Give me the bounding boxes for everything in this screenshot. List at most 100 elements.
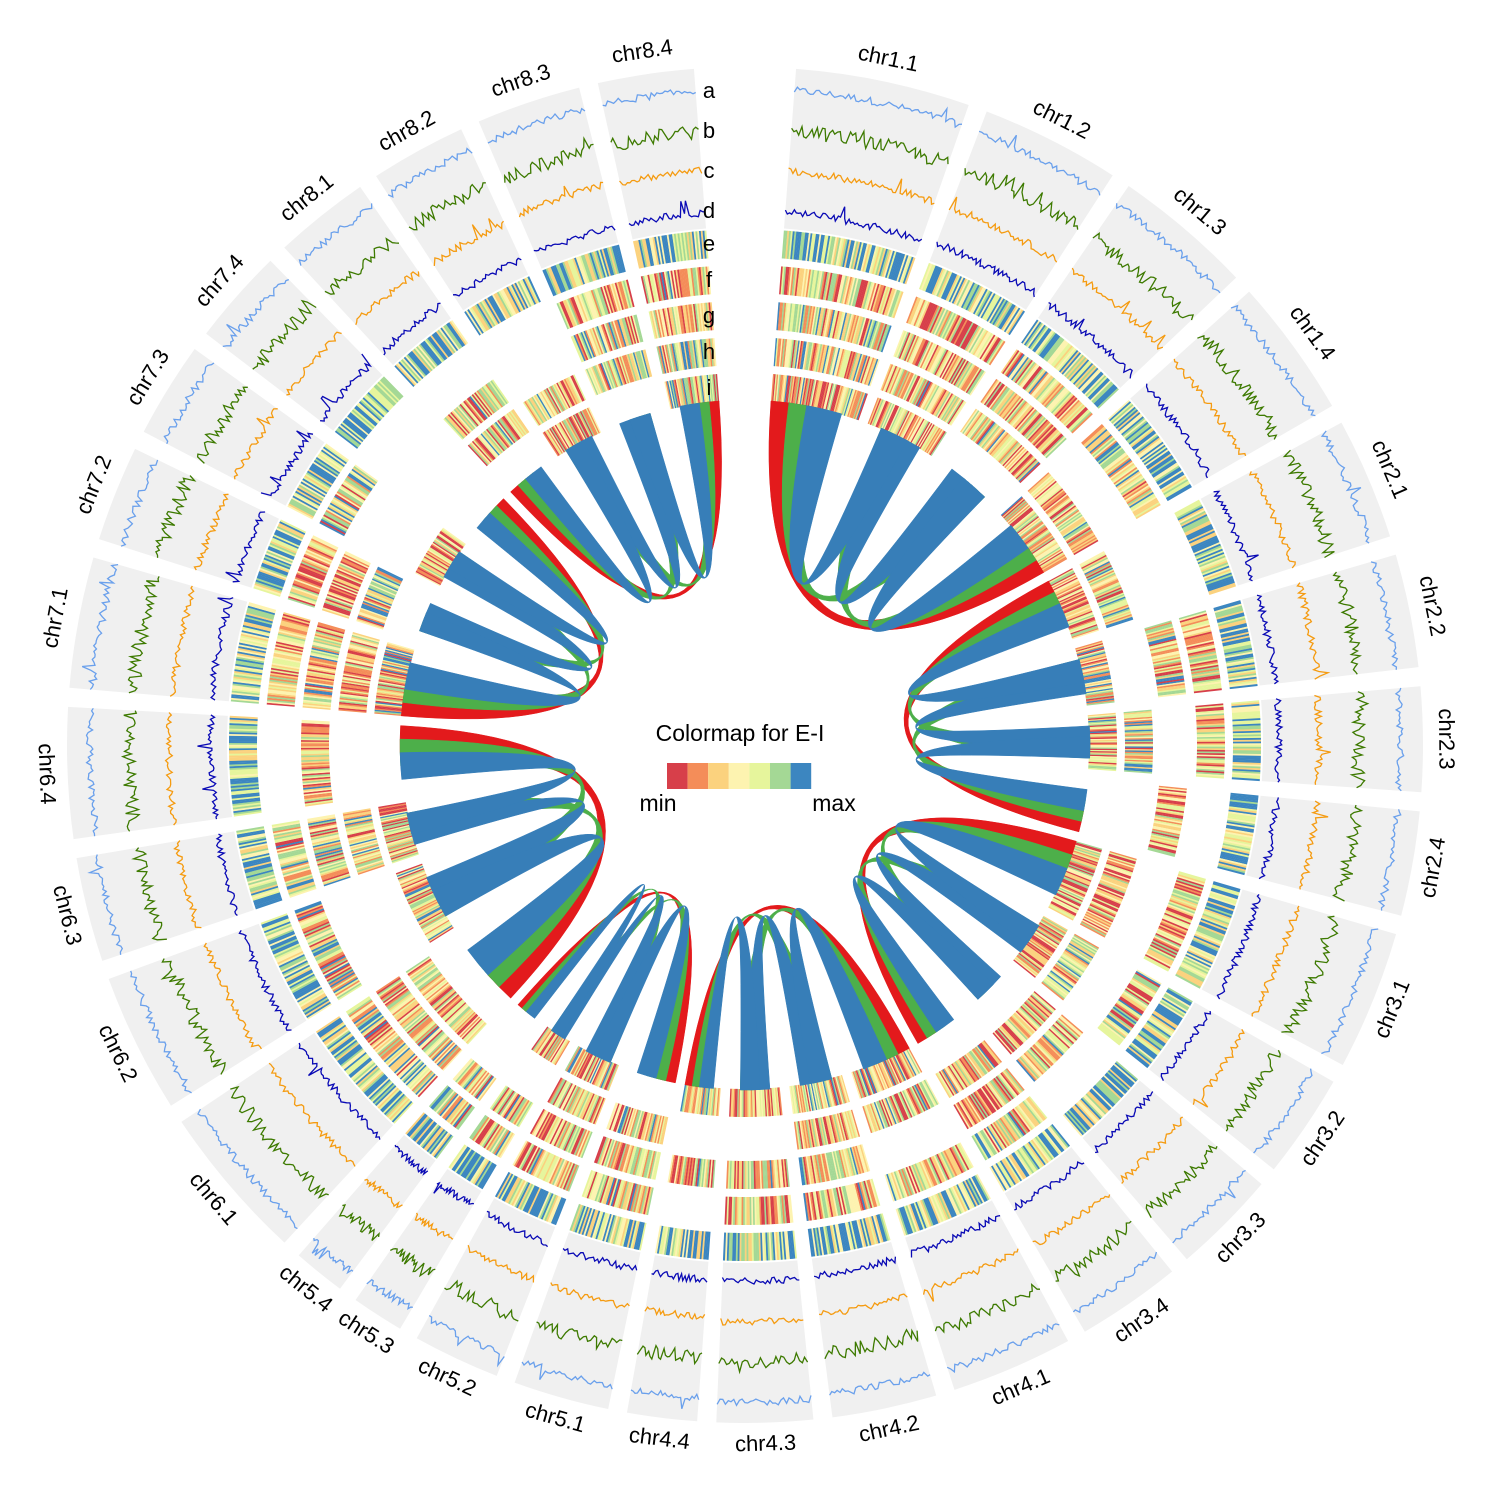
heatmap-cell (254, 895, 282, 906)
heatmap-cell (345, 823, 374, 832)
heatmap-cell (944, 397, 961, 423)
heatmap-cell (338, 703, 367, 708)
heatmap-cell (1156, 680, 1185, 686)
heatmap-cell (813, 270, 820, 299)
heatmap-cell (353, 1006, 378, 1025)
heatmap-cell (1011, 454, 1033, 476)
heatmap-cell (611, 283, 621, 311)
heatmap-cell (783, 302, 788, 331)
heatmap-cell (567, 298, 580, 326)
heatmap-cell (524, 277, 538, 304)
heatmap-cell (620, 318, 630, 346)
heatmap-cell (858, 280, 867, 308)
heatmap-cell (281, 863, 310, 873)
heatmap-cell (488, 426, 508, 450)
heatmap-cell (864, 1180, 874, 1208)
heatmap-cell (1029, 1046, 1051, 1069)
heatmap-cell (351, 636, 379, 646)
chromosome-background-band (1261, 686, 1423, 793)
heatmap-cell (1005, 308, 1022, 334)
track-b-line (1349, 691, 1370, 789)
heatmap-cell (1004, 352, 1023, 377)
heatmap-cell (708, 1159, 713, 1188)
chromosome-background-band (416, 1198, 556, 1376)
heatmap-cell (275, 641, 304, 650)
heatmap-cell (1085, 912, 1112, 927)
heatmap-cell (778, 338, 783, 367)
heatmap-cell (545, 1156, 559, 1183)
heatmap-cell (269, 677, 298, 684)
heatmap-cell (880, 363, 892, 391)
heatmap-cell (1151, 832, 1179, 841)
heatmap-cell (347, 831, 376, 840)
heatmap-cell (524, 1146, 539, 1173)
heatmap-cell (1025, 1098, 1045, 1122)
heatmap-cell (1062, 521, 1088, 539)
heatmap-cell (1023, 1144, 1042, 1169)
heatmap-cell (1026, 999, 1049, 1019)
heatmap-cell (432, 1133, 451, 1157)
heatmap-cell (840, 349, 849, 378)
heatmap-cell (839, 275, 848, 304)
heatmap-cell (1079, 552, 1106, 567)
heatmap-cell (1065, 1111, 1086, 1135)
heatmap-cell (845, 240, 854, 268)
heatmap-cell (229, 768, 258, 772)
track-c-line (169, 585, 195, 697)
heatmap-cell (321, 869, 349, 880)
heatmap-cell (1106, 1015, 1130, 1034)
heatmap-cell (1124, 759, 1153, 763)
heatmap-cell (887, 1096, 900, 1124)
heatmap-cell (303, 476, 329, 493)
heatmap-cell (394, 1000, 418, 1020)
heatmap-cell (603, 248, 613, 276)
heatmap-cell (1012, 1108, 1031, 1133)
heatmap-cell (1090, 901, 1117, 915)
heatmap-cell (607, 1102, 619, 1130)
track-g-heatmap (570, 314, 644, 363)
heatmap-cell (1104, 453, 1128, 472)
heatmap-cell (229, 763, 258, 767)
heatmap-cell (1155, 808, 1184, 815)
heatmap-cell (832, 1224, 840, 1253)
track-b-line (1145, 1144, 1218, 1218)
heatmap-cell (483, 430, 503, 454)
heatmap-cell (1153, 1010, 1178, 1028)
heatmap-cell (1027, 1097, 1047, 1120)
heatmap-cell (950, 317, 966, 344)
heatmap-cell (926, 386, 941, 412)
heatmap-cell (838, 275, 846, 304)
heatmap-cell (1021, 1054, 1042, 1077)
heatmap-cell (775, 1231, 780, 1260)
heatmap-cell (935, 309, 949, 336)
heatmap-cell (802, 1156, 809, 1185)
heatmap-cell (531, 1150, 546, 1176)
heatmap-cell (542, 390, 558, 416)
track-d-line (562, 1247, 638, 1271)
heatmap-cell (789, 303, 794, 332)
heatmap-cell (1178, 507, 1205, 523)
heatmap-cell (364, 596, 391, 609)
heatmap-cell (324, 962, 350, 978)
track-f-heatmap (287, 535, 339, 608)
heatmap-cell (787, 1194, 792, 1223)
heatmap-cell (315, 456, 341, 475)
heatmap-cell (507, 285, 523, 312)
heatmap-cell (727, 1196, 731, 1225)
heatmap-cell (410, 1116, 431, 1140)
heatmap-cell (1018, 362, 1038, 387)
heatmap-cell (439, 997, 462, 1017)
heatmap-cell (328, 1032, 353, 1052)
heatmap-cell (243, 623, 271, 632)
heatmap-cell (544, 1194, 557, 1222)
track-c-line (355, 271, 420, 326)
heatmap-cell (1062, 1114, 1083, 1137)
heatmap-cell (435, 330, 455, 355)
heatmap-cell (822, 1226, 830, 1255)
track-d-line (1145, 383, 1210, 479)
heatmap-cell (344, 817, 373, 825)
heatmap-cell (763, 1196, 767, 1225)
heatmap-cell (1232, 732, 1261, 736)
heatmap-cell (316, 1017, 342, 1035)
heatmap-cell (569, 1203, 581, 1231)
